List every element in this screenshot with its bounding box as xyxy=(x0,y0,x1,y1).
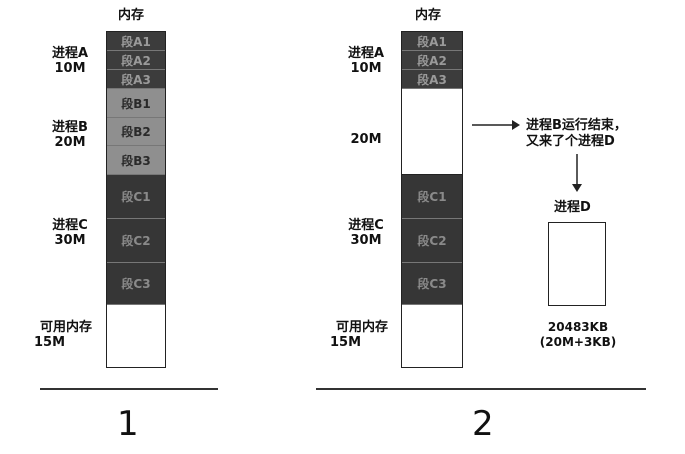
baseline-1 xyxy=(40,388,218,390)
free-memory-block-2 xyxy=(402,305,462,367)
process-c-label-2: 进程C 30M xyxy=(336,218,396,248)
process-d-size-kb: 20483KB xyxy=(547,320,609,334)
segment-c1: 段C1 xyxy=(402,175,462,219)
segment-b3: 段B3 xyxy=(107,146,165,175)
arrow-down-icon xyxy=(572,154,582,192)
segment-a2: 段A2 xyxy=(402,51,462,70)
segment-c2: 段C2 xyxy=(107,219,165,263)
process-a-name: 进程A xyxy=(347,46,385,61)
segment-c1: 段C1 xyxy=(107,175,165,219)
memory-column-2: 段A1 段A2 段A3 段C1 段C2 段C3 xyxy=(401,31,463,368)
process-d-label: 进程D xyxy=(554,200,591,215)
free-memory-label-1: 可用内存 15M xyxy=(30,320,102,350)
process-a-size: 10M xyxy=(350,61,382,76)
process-a-label-2: 进程A 10M xyxy=(336,46,396,76)
segment-c2: 段C2 xyxy=(402,219,462,263)
segment-b2: 段B2 xyxy=(107,118,165,146)
diagram-number-2: 2 xyxy=(472,404,494,444)
freed-space-size: 20M xyxy=(350,132,382,147)
free-memory-size: 15M xyxy=(330,335,362,350)
segment-a3: 段A3 xyxy=(107,70,165,89)
free-memory-label-2: 可用内存 15M xyxy=(326,320,398,350)
process-a-label-1: 进程A 10M xyxy=(40,46,100,76)
process-a-name: 进程A xyxy=(51,46,89,61)
event-note-line2: 又来了个进程D xyxy=(526,134,615,149)
segment-a3: 段A3 xyxy=(402,70,462,89)
process-c-size: 30M xyxy=(350,233,382,248)
process-b-label-1: 进程B 20M xyxy=(40,120,100,150)
memory-title-2: 内存 xyxy=(415,8,442,23)
free-memory-name: 可用内存 xyxy=(335,320,388,335)
memory-title-1: 内存 xyxy=(118,8,145,23)
event-note: 进程B运行结束， 又来了个进程D xyxy=(526,118,627,150)
free-memory-size: 15M xyxy=(34,335,66,350)
free-memory-name: 可用内存 xyxy=(39,320,92,335)
process-c-label-1: 进程C 30M xyxy=(40,218,100,248)
segment-b1: 段B1 xyxy=(107,89,165,118)
process-d-size: 20483KB (20M+3KB) xyxy=(532,320,624,350)
process-a-size: 10M xyxy=(54,61,86,76)
freed-space-label-2: 20M xyxy=(336,132,396,147)
process-c-name: 进程C xyxy=(348,218,384,233)
process-c-size: 30M xyxy=(54,233,86,248)
segment-a1: 段A1 xyxy=(107,32,165,51)
process-c-name: 进程C xyxy=(52,218,88,233)
process-d-block xyxy=(548,222,606,306)
segment-a2: 段A2 xyxy=(107,51,165,70)
segment-c3: 段C3 xyxy=(107,263,165,305)
diagram-number-1: 1 xyxy=(117,404,139,444)
segment-a1: 段A1 xyxy=(402,32,462,51)
segment-c3: 段C3 xyxy=(402,263,462,305)
process-d-size-detail: (20M+3KB) xyxy=(539,335,617,349)
process-b-name: 进程B xyxy=(52,120,88,135)
memory-column-1: 段A1 段A2 段A3 段B1 段B2 段B3 段C1 段C2 段C3 xyxy=(106,31,166,368)
freed-block-20m xyxy=(402,89,462,175)
free-memory-block-1 xyxy=(107,305,165,367)
event-note-line1: 进程B运行结束， xyxy=(526,118,627,133)
process-b-size: 20M xyxy=(54,135,86,150)
arrow-right-icon xyxy=(472,120,520,130)
baseline-2 xyxy=(316,388,646,390)
